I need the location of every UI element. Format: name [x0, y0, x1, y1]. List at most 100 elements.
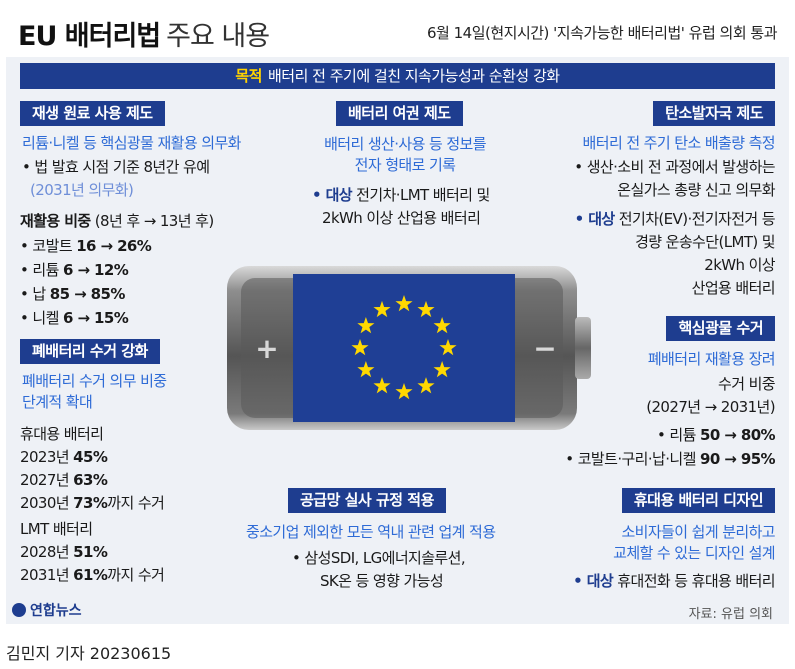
supply-subtitle: 중소기업 제외한 모든 역내 관련 업계 적용: [246, 523, 496, 541]
row-year: 2028년: [20, 543, 74, 561]
yonhap-logo: 연합뉴스: [12, 600, 82, 620]
minerals-ratio-label: 수거 비중: [718, 375, 776, 393]
target-text: 전기차·LMT 배터리 및: [352, 186, 490, 204]
lmt-label: LMT 배터리: [20, 520, 93, 538]
recycled-subtitle: 리튬·니켈 등 핵심광물 재활용 의무화: [22, 134, 241, 152]
carbon-target2: 경량 운송수단(LMT) 및: [635, 233, 776, 251]
item-name: • 코발트: [20, 237, 77, 255]
byline: 김민지 기자 20230615: [6, 644, 172, 663]
eu-star: [417, 377, 435, 394]
row-value: 51%: [73, 543, 108, 561]
recycled-item: • 납 85 → 85%: [20, 283, 125, 306]
row-suffix: 까지 수거: [107, 566, 165, 584]
eu-star: [357, 361, 375, 378]
row-suffix: 까지 수거: [107, 494, 165, 512]
item-name: • 코발트·구리·납·니켈: [565, 450, 700, 468]
logo-icon: [12, 603, 26, 617]
carbon-target3: 2kWh 이상: [704, 256, 775, 274]
item-name: • 리튬: [20, 261, 63, 279]
eu-stars: [351, 295, 457, 400]
waste-subtitle2: 단계적 확대: [22, 393, 93, 411]
carbon-target4: 산업용 배터리: [691, 279, 776, 297]
supply-header: 공급망 실사 규정 적용: [288, 488, 446, 513]
item-name: • 리튬: [657, 426, 700, 444]
item-value: 50 → 80%: [700, 426, 776, 444]
row-year: 2023년: [20, 448, 74, 466]
lmt-row: 2028년 51%: [20, 541, 108, 564]
page-title: EU 배터리법 주요 내용: [18, 14, 270, 53]
eu-star: [395, 383, 413, 400]
carbon-subtitle: 배터리 전 주기 탄소 배출량 측정: [582, 134, 776, 152]
target-label: • 대상: [573, 572, 614, 590]
purpose-text: 배터리 전 주기에 걸친 지속가능성과 순환성 강화: [267, 67, 560, 85]
supply-line1: • 삼성SDI, LG에너지솔루션,: [292, 549, 466, 567]
lmt-row: 2031년 61%까지 수거: [20, 564, 165, 587]
recycled-ratio-period: (8년 후 → 13년 후): [94, 212, 214, 230]
title-main: EU 배터리법: [18, 21, 161, 52]
purpose-label: 목적: [235, 67, 262, 85]
minerals-item: • 리튬 50 → 80%: [657, 424, 776, 447]
recycled-item: • 리튬 6 → 12%: [20, 259, 129, 282]
eu-star: [433, 317, 451, 334]
item-value: 6 → 15%: [62, 309, 129, 327]
row-year: 2027년: [20, 471, 74, 489]
item-name: • 니켈: [20, 309, 63, 327]
passport-subtitle1: 배터리 생산·사용 등 정보를: [324, 135, 486, 153]
recycled-note1: • 법 발효 시점 기준 8년간 유예: [22, 158, 210, 176]
item-value: 90 → 95%: [700, 450, 776, 468]
row-value: 45%: [73, 448, 108, 466]
carbon-target: • 대상 전기차(EV)·전기자전거 등: [574, 208, 776, 231]
recycled-item: • 코발트 16 → 26%: [20, 235, 152, 258]
item-value: 6 → 12%: [62, 261, 129, 279]
eu-star: [417, 300, 435, 318]
row-year: 2031년: [20, 566, 74, 584]
minerals-subtitle: 폐배터리 재활용 장려: [647, 350, 776, 368]
eu-star: [351, 339, 369, 356]
battery-terminal: [575, 317, 591, 379]
target-label: • 대상: [574, 210, 616, 228]
eu-star: [439, 339, 457, 356]
minerals-header: 핵심광물 수거: [666, 316, 775, 341]
eu-star: [357, 317, 375, 334]
portable-row: 2023년 45%: [20, 446, 108, 469]
recycled-ratio-label: 재활용 비중: [20, 212, 91, 230]
carbon-line1: • 생산·소비 전 과정에서 발생하는: [574, 158, 775, 176]
item-name: • 납: [20, 285, 50, 303]
battery-illustration: + −: [227, 266, 591, 430]
eu-star: [433, 361, 451, 378]
purpose-bar: 목적 배터리 전 주기에 걸친 지속가능성과 순환성 강화: [20, 63, 775, 89]
eu-star: [395, 295, 413, 312]
design-subtitle2: 교체할 수 있는 디자인 설계: [613, 544, 775, 562]
target-text: 전기차(EV)·전기자전거 등: [614, 210, 776, 228]
waste-header: 폐배터리 수거 강화: [20, 339, 160, 364]
minerals-item: • 코발트·구리·납·니켈 90 → 95%: [565, 448, 775, 471]
design-target: • 대상 휴대전화 등 휴대용 배터리: [573, 570, 775, 593]
row-value: 63%: [73, 471, 108, 489]
eu-star: [373, 300, 391, 318]
passport-target-line2: 2kWh 이상 산업용 배터리: [322, 209, 481, 227]
minus-sign: −: [533, 332, 556, 365]
design-header: 휴대용 배터리 디자인: [621, 488, 775, 513]
passport-subtitle2: 전자 형태로 기록: [354, 156, 456, 174]
item-value: 16 → 26%: [76, 237, 152, 255]
supply-line2: SK온 등 영향 가능성: [320, 572, 444, 590]
target-text: 휴대전화 등 휴대용 배터리: [613, 572, 775, 590]
recycled-item: • 니켈 6 → 15%: [20, 307, 129, 330]
waste-subtitle1: 폐배터리 수거 의무 비중: [22, 372, 167, 390]
recycled-header: 재생 원료 사용 제도: [20, 101, 165, 126]
headline: 6월 14일(현지시간) '지속가능한 배터리법' 유럽 의회 통과: [427, 24, 778, 42]
carbon-header: 탄소발자국 제도: [653, 101, 775, 126]
portable-row: 2030년 73%까지 수거: [20, 492, 165, 515]
passport-target: • 대상 전기차·LMT 배터리 및: [312, 184, 490, 207]
minerals-period: (2027년 → 2031년): [646, 398, 775, 416]
title-sub: 주요 내용: [166, 21, 270, 52]
recycled-ratio: 재활용 비중 (8년 후 → 13년 후): [20, 210, 214, 233]
item-value: 85 → 85%: [49, 285, 126, 303]
row-value: 73%: [73, 494, 108, 512]
source-note: 자료: 유럽 의회: [688, 607, 773, 622]
target-label: • 대상: [312, 186, 353, 204]
passport-header: 배터리 여권 제도: [336, 101, 463, 126]
logo-text: 연합뉴스: [30, 603, 82, 619]
portable-row: 2027년 63%: [20, 469, 108, 492]
plus-sign: +: [255, 332, 278, 365]
